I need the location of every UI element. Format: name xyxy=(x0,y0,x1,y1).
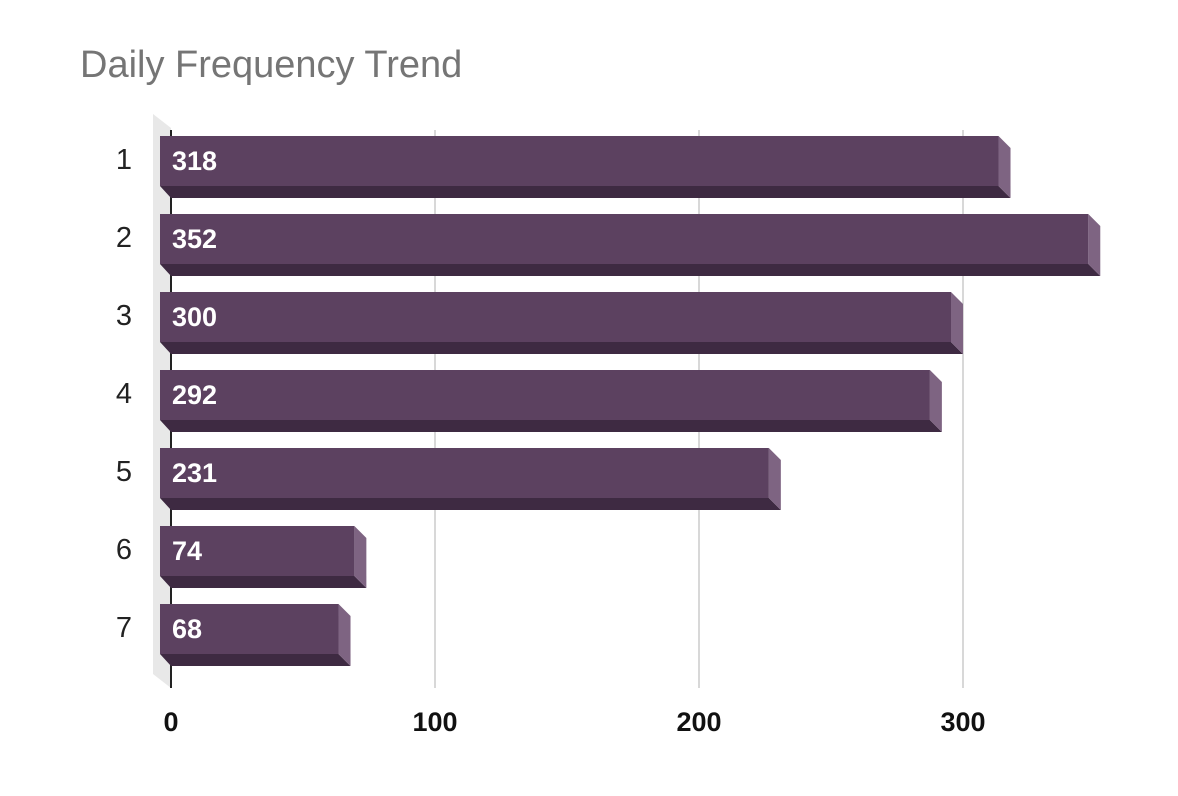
bar-side-face xyxy=(338,604,351,666)
category-label: 5 xyxy=(116,456,132,488)
bar-front-face xyxy=(160,448,769,498)
bar-5: 231 xyxy=(160,448,781,510)
bar-bottom-face xyxy=(160,186,1011,198)
bar-2: 352 xyxy=(160,214,1101,276)
chart-title: Daily Frequency Trend xyxy=(80,44,463,86)
category-label: 4 xyxy=(116,378,132,410)
x-tick-label: 300 xyxy=(940,707,985,737)
x-tick-label: 0 xyxy=(163,707,178,737)
bar-side-face xyxy=(929,370,942,432)
x-tick-label: 200 xyxy=(676,707,721,737)
bar-4: 292 xyxy=(160,370,942,432)
category-label: 1 xyxy=(116,144,132,176)
bars: 318 352 300 292 231 74 68 xyxy=(160,136,1101,666)
bar-front-face xyxy=(160,604,339,654)
category-label: 3 xyxy=(116,300,132,332)
bar-front-face xyxy=(160,214,1089,264)
data-label: 68 xyxy=(172,614,202,644)
bar-bottom-face xyxy=(160,654,351,666)
bar-front-face xyxy=(160,370,930,420)
bar-front-face xyxy=(160,292,951,342)
x-tick-labels: 0 100 200 300 xyxy=(163,707,985,737)
bar-bottom-face xyxy=(160,342,963,354)
bar-front-face xyxy=(160,526,355,576)
bar-bottom-face xyxy=(160,264,1101,276)
bar-side-face xyxy=(951,292,963,354)
bar-bottom-face xyxy=(160,420,942,432)
bar-7: 68 xyxy=(160,604,351,666)
data-label: 74 xyxy=(172,536,202,566)
category-label: 6 xyxy=(116,534,132,566)
data-label: 318 xyxy=(172,146,217,176)
bar-side-face xyxy=(998,136,1011,198)
category-label: 7 xyxy=(116,612,132,644)
bar-side-face xyxy=(1088,214,1101,276)
x-tick-label: 100 xyxy=(412,707,457,737)
data-label: 231 xyxy=(172,458,217,488)
bar-side-face xyxy=(354,526,367,588)
category-labels: 1 2 3 4 5 6 7 xyxy=(116,144,132,644)
bar-front-face xyxy=(160,136,999,186)
bar-3: 300 xyxy=(160,292,963,354)
bar-6: 74 xyxy=(160,526,367,588)
data-label: 352 xyxy=(172,224,217,254)
data-label: 300 xyxy=(172,302,217,332)
bar-bottom-face xyxy=(160,498,781,510)
data-label: 292 xyxy=(172,380,217,410)
bar-1: 318 xyxy=(160,136,1011,198)
category-label: 2 xyxy=(116,222,132,254)
bar-bottom-face xyxy=(160,576,367,588)
bar-side-face xyxy=(768,448,781,510)
